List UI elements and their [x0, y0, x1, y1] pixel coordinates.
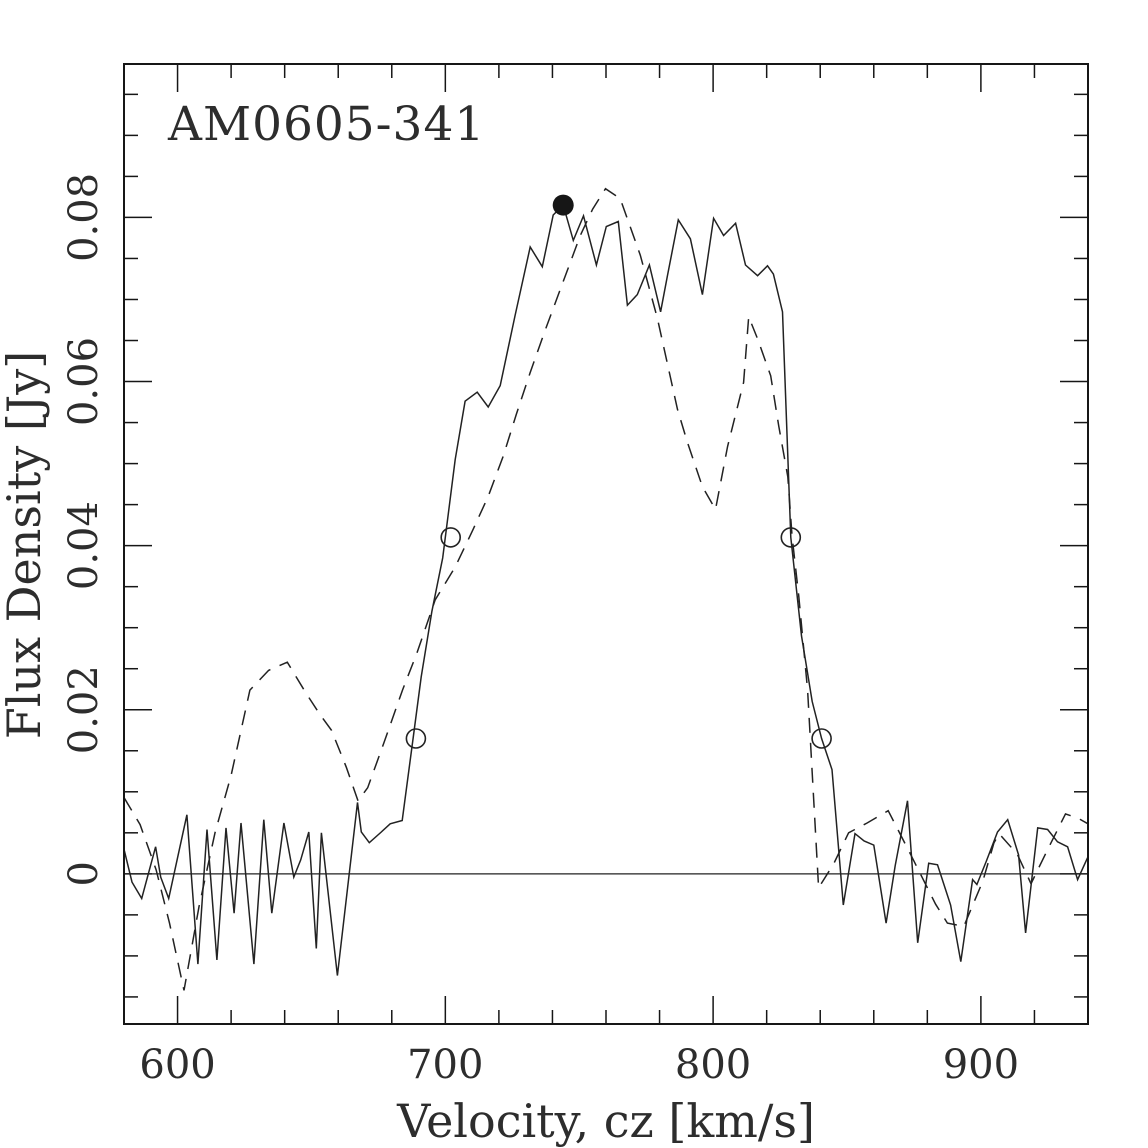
dashed-spectrum-line [123, 187, 1089, 991]
y-tick-label: 0.04 [61, 501, 107, 590]
open-circle-marker [405, 728, 427, 749]
peak-filled-marker [552, 194, 574, 216]
open-circle-marker [780, 527, 802, 548]
x-axis-label: Velocity, cz [km/s] [396, 1094, 815, 1148]
y-tick-labels: 0 0.02 0.04 0.06 0.08 [61, 173, 107, 887]
open-circle-marker [440, 527, 462, 548]
x-tick-label: 800 [675, 1042, 751, 1088]
axis-ticks [124, 64, 1088, 1024]
source-name-label: AM0605-341 [167, 97, 485, 152]
x-tick-label: 600 [139, 1042, 215, 1088]
solid-spectrum-line [123, 203, 1089, 976]
y-tick-label: 0.06 [61, 337, 107, 426]
y-tick-label: 0.08 [61, 173, 107, 262]
x-tick-labels: 600 700 800 900 [139, 1042, 1019, 1088]
y-tick-label: 0.02 [61, 665, 107, 754]
open-circle-marker [811, 728, 832, 749]
plot-frame [123, 63, 1089, 1025]
y-axis-label: Flux Density [Jy] [0, 351, 51, 739]
x-tick-label: 700 [407, 1042, 483, 1088]
y-tick-label: 0 [61, 861, 107, 886]
flux-level-markers [405, 194, 832, 749]
x-tick-label: 900 [943, 1042, 1019, 1088]
